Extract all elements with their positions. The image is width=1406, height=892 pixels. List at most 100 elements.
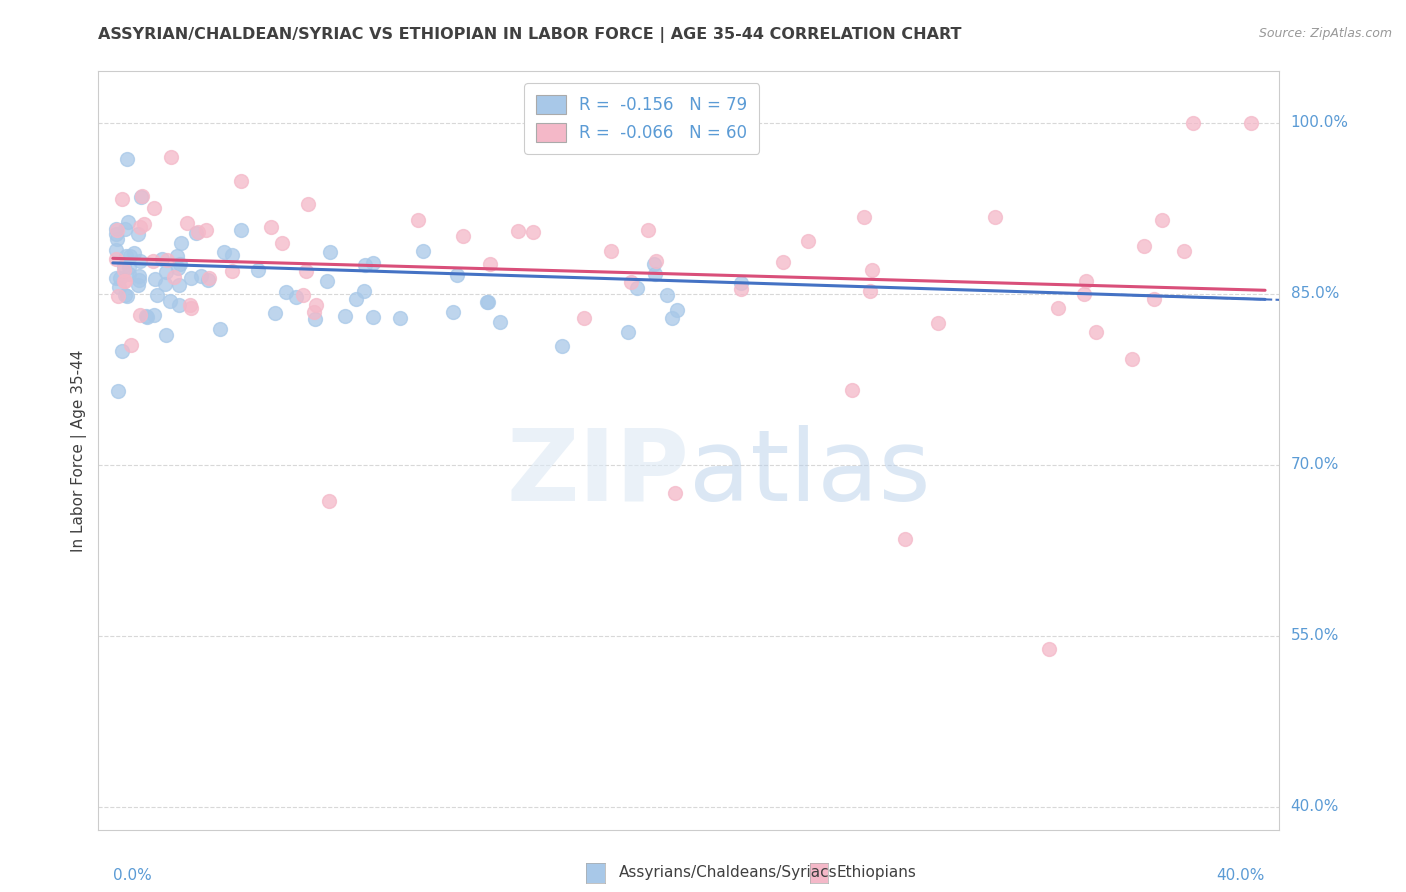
Point	[198, 271, 221, 285]
Point	[115, 250, 138, 264]
Point	[128, 273, 150, 287]
Point	[318, 494, 340, 508]
Point	[118, 267, 141, 281]
Point	[221, 248, 243, 262]
Point	[655, 288, 678, 302]
Point	[117, 260, 139, 274]
Point	[664, 486, 686, 500]
Point	[153, 277, 176, 291]
Point	[772, 255, 794, 269]
Point	[128, 254, 150, 268]
Point	[475, 295, 498, 310]
Point	[412, 244, 434, 259]
Point	[131, 188, 153, 202]
Text: 70.0%: 70.0%	[1291, 458, 1339, 472]
Point	[1073, 287, 1095, 301]
Point	[406, 212, 429, 227]
Point	[221, 264, 243, 278]
Point	[600, 244, 623, 258]
Point	[167, 261, 190, 276]
Point	[163, 269, 186, 284]
Point	[1143, 292, 1166, 306]
Point	[112, 259, 135, 273]
Point	[111, 343, 134, 358]
Point	[156, 252, 179, 267]
Point	[124, 245, 146, 260]
Point	[295, 264, 318, 278]
Point	[190, 269, 212, 284]
Point	[132, 217, 155, 231]
Point	[730, 276, 752, 290]
Text: 0.0%: 0.0%	[112, 869, 152, 883]
Point	[441, 305, 464, 319]
Point	[112, 274, 135, 288]
Y-axis label: In Labor Force | Age 35-44: In Labor Force | Age 35-44	[72, 350, 87, 551]
Point	[645, 254, 668, 268]
Point	[108, 280, 131, 294]
Point	[285, 290, 308, 304]
Point	[145, 287, 167, 301]
Text: atlas: atlas	[689, 425, 931, 522]
Point	[316, 274, 339, 288]
Point	[841, 384, 863, 398]
Point	[1085, 325, 1108, 339]
Point	[111, 192, 134, 206]
Point	[853, 210, 876, 224]
Point	[620, 276, 643, 290]
Point	[304, 312, 326, 326]
Point	[1038, 642, 1060, 657]
Point	[120, 338, 142, 352]
Point	[859, 284, 882, 298]
Point	[118, 249, 141, 263]
Point	[1121, 351, 1143, 366]
Point	[127, 227, 149, 242]
Point	[335, 310, 357, 324]
Point	[246, 263, 269, 277]
Point	[1240, 116, 1263, 130]
Point	[344, 292, 367, 306]
Legend: R =  -0.156   N = 79, R =  -0.066   N = 60: R = -0.156 N = 79, R = -0.066 N = 60	[524, 84, 759, 153]
Point	[297, 197, 319, 211]
Point	[1173, 244, 1195, 259]
Point	[159, 150, 181, 164]
Point	[927, 316, 949, 330]
Point	[105, 244, 128, 258]
Text: ZIP: ZIP	[506, 425, 689, 522]
Text: Assyrians/Chaldeans/Syriacs: Assyrians/Chaldeans/Syriacs	[619, 865, 837, 880]
Point	[274, 285, 297, 299]
Point	[166, 249, 188, 263]
Point	[112, 263, 135, 277]
Point	[453, 229, 475, 244]
Point	[264, 306, 287, 320]
Point	[231, 174, 253, 188]
Point	[260, 220, 283, 235]
Point	[637, 223, 659, 237]
Point	[176, 216, 198, 230]
Point	[477, 295, 499, 310]
Text: Source: ZipAtlas.com: Source: ZipAtlas.com	[1258, 27, 1392, 40]
Point	[110, 270, 132, 285]
Text: 40.0%: 40.0%	[1291, 799, 1339, 814]
Point	[617, 325, 640, 339]
Point	[1182, 116, 1205, 130]
Point	[142, 308, 165, 322]
Point	[231, 223, 253, 237]
Point	[105, 232, 128, 246]
Point	[167, 298, 190, 312]
Point	[142, 254, 165, 268]
Point	[318, 244, 340, 259]
Point	[179, 298, 201, 312]
Point	[107, 384, 129, 398]
Point	[212, 245, 235, 260]
Text: ASSYRIAN/CHALDEAN/SYRIAC VS ETHIOPIAN IN LABOR FORCE | AGE 35-44 CORRELATION CHA: ASSYRIAN/CHALDEAN/SYRIAC VS ETHIOPIAN IN…	[98, 27, 962, 43]
Text: 100.0%: 100.0%	[1291, 115, 1348, 130]
Point	[796, 234, 818, 248]
Point	[506, 224, 529, 238]
Point	[114, 221, 136, 235]
Point	[104, 252, 127, 266]
Point	[155, 328, 177, 343]
Point	[478, 257, 501, 271]
Point	[1133, 239, 1156, 253]
Point	[209, 322, 232, 336]
Point	[666, 303, 689, 318]
